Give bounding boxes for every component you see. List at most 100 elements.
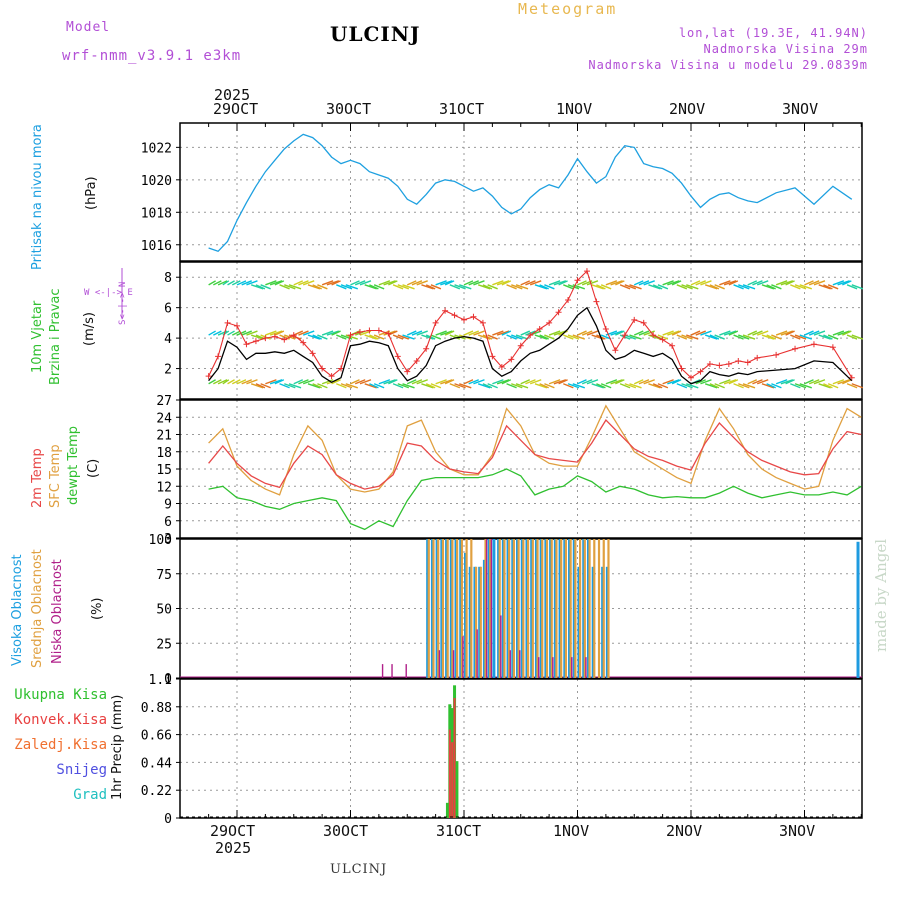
wind-barb <box>723 280 737 286</box>
wind-barb <box>525 379 536 385</box>
cloud-unit-label: (%) <box>90 597 105 621</box>
wind-barb <box>496 379 510 385</box>
cloud-bar <box>432 539 435 678</box>
wind-barb <box>336 383 347 389</box>
lonlat-label: lon,lat (19.3E, 41.94N) <box>678 26 868 40</box>
wind-barb <box>402 334 415 340</box>
gust-point <box>848 374 855 381</box>
wind-barb <box>416 280 428 286</box>
wind-barb <box>676 334 688 340</box>
wind-barb <box>823 383 833 389</box>
wind-barb <box>411 330 423 336</box>
wind-barb <box>477 334 491 340</box>
cloud-bar <box>541 539 544 678</box>
wind-barb <box>525 280 536 286</box>
y-tick-label: 18 <box>156 446 172 461</box>
wind-barb <box>747 379 758 385</box>
wind-barb <box>681 334 693 340</box>
gust-point <box>517 342 524 349</box>
legend-total-rain: Ukupna Kisa <box>14 687 107 703</box>
y-tick-label: 3 <box>164 532 172 547</box>
wind-barb <box>288 284 302 290</box>
wind-barb <box>288 383 302 389</box>
cloud-bar <box>484 539 487 678</box>
wind-barb <box>435 330 447 336</box>
wind-barb <box>766 334 776 340</box>
wind-barb <box>827 334 839 340</box>
y-tick-label: 1.1 <box>149 673 172 688</box>
wind-barb <box>771 284 782 290</box>
wind-barb <box>241 330 252 336</box>
gust-point <box>432 319 439 326</box>
gust-point <box>262 335 269 342</box>
gust-point <box>442 307 449 314</box>
wind-barb <box>406 330 417 336</box>
wind-barb <box>307 334 321 340</box>
wind-barb <box>794 383 807 389</box>
wind-barb <box>369 383 379 389</box>
wind-barb <box>775 280 788 286</box>
wind-barb <box>539 334 549 340</box>
cloud-bar <box>531 539 534 678</box>
precip-bar <box>451 742 454 818</box>
wind-barb <box>610 330 623 336</box>
wind-barb <box>676 284 688 290</box>
cloud-bar <box>574 539 577 678</box>
wind-barb <box>643 280 655 286</box>
wind-barb <box>714 383 725 389</box>
wind-barb <box>373 334 385 340</box>
wind-barb <box>695 379 706 385</box>
wind-barb <box>354 379 366 385</box>
wind-barb <box>284 383 296 389</box>
gust-point <box>356 329 363 336</box>
panel-frame <box>179 678 863 819</box>
wind-barb <box>804 379 814 385</box>
wind-barb <box>671 330 682 336</box>
wind-barb <box>246 330 258 336</box>
wind-barb <box>288 334 302 340</box>
y-tick-label: 12 <box>156 480 172 495</box>
cloud-bar <box>470 539 473 678</box>
wind-barb <box>269 280 283 286</box>
wind-barb <box>837 330 850 336</box>
cloud-bar <box>564 539 568 678</box>
wind-barb <box>780 330 794 336</box>
wind-barb <box>231 280 241 286</box>
wind-barb <box>298 379 309 385</box>
wind-barb <box>534 334 548 340</box>
wind-barb <box>388 379 398 385</box>
gust-point <box>404 368 411 375</box>
y-tick-label: 1016 <box>141 239 172 254</box>
wind-barb <box>359 379 372 385</box>
wind-barb <box>468 330 479 336</box>
wind-barb <box>293 280 304 286</box>
gust-point <box>375 327 382 334</box>
wind-barb <box>269 379 283 385</box>
pressure-line <box>208 133 853 253</box>
pressure-unit-label: (hPa) <box>84 176 99 210</box>
elevation-label: Nadmorska Visina 29m <box>703 42 868 56</box>
gust-point <box>489 353 496 360</box>
cloud-panel-label: Visoka Oblacnost <box>10 554 25 666</box>
wind-barb <box>690 280 701 286</box>
wind-barb <box>236 330 247 336</box>
gust-point <box>271 333 278 340</box>
wind-barb <box>761 383 775 389</box>
gust-point <box>470 313 477 320</box>
wind-barb <box>842 379 852 385</box>
cloud-bar <box>498 539 501 678</box>
legend-convective-rain: Konvek.Kisa <box>14 712 107 728</box>
wind-barb <box>477 284 491 290</box>
wind-barb <box>260 383 271 389</box>
wind-barb <box>563 383 574 389</box>
wind-barb <box>487 334 498 340</box>
wind-barb <box>633 330 644 336</box>
gust-point <box>309 350 316 357</box>
wind-barb <box>416 379 428 385</box>
wind-barb <box>312 284 322 290</box>
cloud-bar <box>462 636 464 678</box>
wind-barb <box>350 280 360 286</box>
cloud-bar <box>456 539 459 678</box>
wind-barb <box>756 330 769 336</box>
wind-barb <box>818 383 831 389</box>
